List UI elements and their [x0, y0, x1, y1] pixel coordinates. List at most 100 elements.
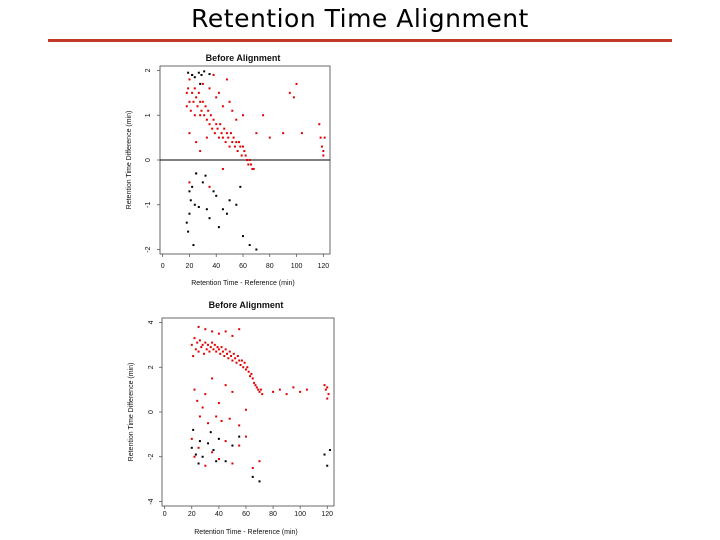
data-point: [236, 355, 239, 358]
x-tick-label: 0: [163, 511, 167, 518]
data-point: [235, 203, 238, 206]
data-point: [225, 78, 228, 81]
data-point: [204, 105, 207, 108]
data-point: [203, 70, 206, 73]
data-point: [231, 141, 234, 144]
y-tick-label: 0: [148, 410, 155, 414]
data-point: [193, 76, 196, 79]
data-point: [251, 475, 254, 478]
data-point: [216, 346, 219, 349]
data-point: [207, 442, 210, 445]
data-point: [215, 460, 218, 463]
chart-title: Before Alignment: [206, 53, 281, 63]
data-point: [193, 455, 196, 458]
data-point: [199, 150, 202, 153]
x-tick-label: 40: [212, 263, 220, 270]
y-tick-label: -2: [145, 246, 152, 252]
data-point: [189, 109, 192, 112]
data-point: [258, 460, 261, 463]
data-point: [204, 328, 207, 331]
data-point: [225, 212, 228, 215]
data-point: [201, 100, 204, 103]
chart-title: Before Alignment: [209, 300, 284, 310]
data-point: [228, 199, 231, 202]
data-point: [244, 408, 247, 411]
data-point: [215, 96, 218, 99]
data-point: [251, 167, 254, 170]
data-point: [262, 114, 265, 117]
data-point: [188, 132, 191, 135]
data-point: [217, 458, 220, 460]
data-point: [198, 339, 201, 342]
data-point: [231, 444, 234, 447]
data-point: [212, 190, 215, 193]
data-point: [196, 399, 199, 402]
data-point: [212, 348, 215, 351]
x-tick-label: 60: [242, 511, 250, 518]
data-point: [244, 435, 247, 438]
data-point: [241, 235, 244, 238]
data-point: [247, 163, 250, 166]
data-point: [197, 462, 200, 465]
data-point: [228, 100, 231, 103]
data-point: [192, 355, 195, 358]
data-point: [220, 346, 223, 349]
data-point: [217, 136, 220, 139]
data-point: [257, 388, 260, 391]
data-point: [299, 390, 302, 393]
data-point: [208, 73, 211, 76]
data-point: [187, 87, 190, 90]
data-point: [238, 435, 241, 438]
data-point: [229, 132, 232, 135]
x-tick-label: 20: [186, 263, 194, 270]
x-axis-label: Retention Time - Reference (min): [191, 280, 294, 287]
data-point: [237, 141, 240, 144]
data-point: [231, 334, 234, 337]
data-point: [187, 230, 190, 233]
data-point: [319, 136, 322, 139]
data-point: [258, 480, 261, 483]
x-tick-label: 40: [215, 511, 223, 518]
data-point: [197, 325, 200, 328]
data-point: [282, 132, 285, 135]
data-point: [213, 343, 216, 346]
data-point: [300, 132, 303, 135]
data-point: [226, 352, 229, 355]
y-axis-label: Retention Time Difference (min): [126, 111, 133, 210]
data-point: [235, 141, 238, 144]
data-point: [239, 364, 242, 366]
data-point: [228, 145, 231, 148]
data-point: [285, 393, 288, 396]
y-tick-label: -1: [145, 202, 152, 208]
y-tick-label: -4: [148, 498, 155, 504]
data-point: [221, 167, 224, 170]
data-point: [254, 384, 257, 387]
data-point: [196, 105, 199, 108]
data-point: [215, 415, 218, 418]
data-point: [227, 136, 230, 139]
data-point: [228, 350, 231, 353]
data-point: [305, 388, 308, 391]
x-tick-label: 120: [317, 263, 329, 270]
data-point: [211, 377, 214, 380]
data-point: [215, 194, 218, 197]
data-point: [199, 114, 202, 117]
data-point: [231, 109, 234, 112]
data-point: [211, 127, 214, 130]
data-point: [199, 100, 202, 103]
data-point: [192, 244, 195, 247]
data-point: [268, 136, 271, 139]
y-tick-label: 2: [145, 68, 152, 72]
data-point: [326, 397, 329, 400]
data-point: [201, 181, 204, 184]
y-tick-label: 2: [148, 365, 155, 369]
data-point: [223, 127, 226, 130]
data-point: [248, 244, 251, 247]
data-point: [200, 73, 203, 76]
data-point: [189, 199, 192, 202]
x-tick-label: 20: [188, 511, 196, 518]
data-point: [323, 136, 326, 139]
data-point: [232, 136, 235, 139]
data-point: [191, 73, 194, 76]
